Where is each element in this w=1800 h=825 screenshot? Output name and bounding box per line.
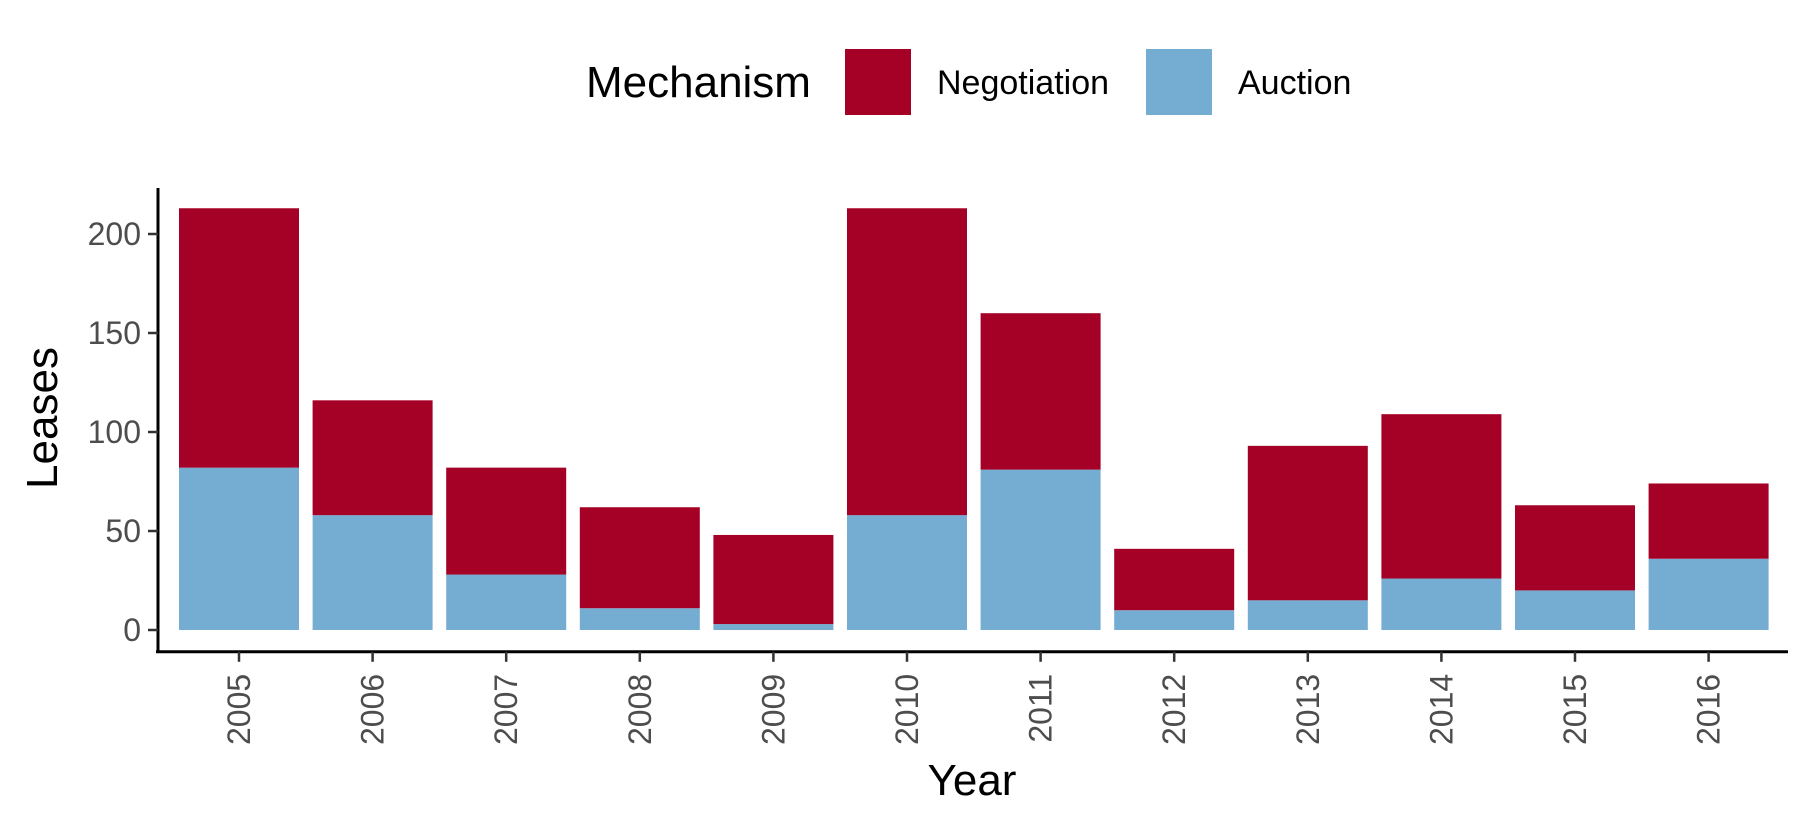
bar-auction-2016 <box>1648 558 1769 630</box>
legend-label-auction: Auction <box>1238 64 1351 102</box>
bar-auction-2008 <box>579 608 700 630</box>
x-tick-label-2009: 2009 <box>755 674 791 745</box>
legend-key-negotiation <box>845 49 911 115</box>
bar-negotiation-2013 <box>1247 445 1368 601</box>
bar-negotiation-2005 <box>179 208 299 468</box>
y-axis: 0 50 100 150 200 <box>88 188 160 652</box>
x-tick-label-2011: 2011 <box>1023 674 1059 743</box>
bar-negotiation-2010 <box>847 208 967 516</box>
bar-negotiation-2012 <box>1114 548 1235 611</box>
bar-auction-2013 <box>1247 600 1368 630</box>
x-tick-label-2016: 2016 <box>1691 674 1727 745</box>
x-axis-title: Year <box>928 756 1017 805</box>
x-tick-label-2007: 2007 <box>488 674 524 745</box>
bar-auction-2014 <box>1381 578 1502 630</box>
x-tick-label-2013: 2013 <box>1290 674 1326 745</box>
x-tick-label-2012: 2012 <box>1156 674 1192 745</box>
bar-auction-2005 <box>179 467 299 630</box>
bar-negotiation-2006 <box>312 400 433 516</box>
bar-auction-2011 <box>980 469 1101 630</box>
x-tick-label-2010: 2010 <box>889 674 925 745</box>
bar-negotiation-2007 <box>446 467 567 575</box>
legend-title: Mechanism <box>586 58 811 107</box>
x-tick-label-2005: 2005 <box>221 674 257 745</box>
bar-negotiation-2011 <box>980 313 1101 470</box>
bar-negotiation-2015 <box>1515 505 1635 591</box>
bar-auction-2015 <box>1515 590 1635 630</box>
legend-key-auction <box>1146 49 1212 115</box>
bar-auction-2010 <box>847 515 967 630</box>
legend-label-negotiation: Negotiation <box>937 64 1109 102</box>
bar-auction-2012 <box>1114 610 1235 630</box>
bar-negotiation-2008 <box>579 507 700 609</box>
y-tick-label-200: 200 <box>88 216 141 252</box>
x-tick-label-2008: 2008 <box>622 674 658 745</box>
x-tick-label-2015: 2015 <box>1557 674 1593 745</box>
y-tick-label-100: 100 <box>88 414 141 450</box>
bars <box>179 208 1769 630</box>
x-tick-label-2006: 2006 <box>355 674 391 745</box>
bar-negotiation-2016 <box>1648 483 1769 559</box>
y-tick-label-0: 0 <box>123 612 141 648</box>
bar-negotiation-2009 <box>713 534 834 625</box>
legend: Mechanism Negotiation Auction <box>586 49 1351 115</box>
y-tick-label-150: 150 <box>88 315 141 351</box>
x-axis: 2005 2006 2007 2008 2009 2010 2011 2012 2013 2014… <box>156 650 1788 745</box>
bar-auction-2009 <box>713 624 834 630</box>
bar-auction-2006 <box>312 515 433 630</box>
x-tick-label-2014: 2014 <box>1423 674 1459 745</box>
bar-auction-2007 <box>446 574 567 630</box>
bar-negotiation-2014 <box>1381 414 1502 579</box>
y-axis-title: Leases <box>18 347 67 489</box>
y-tick-label-50: 50 <box>105 513 141 549</box>
